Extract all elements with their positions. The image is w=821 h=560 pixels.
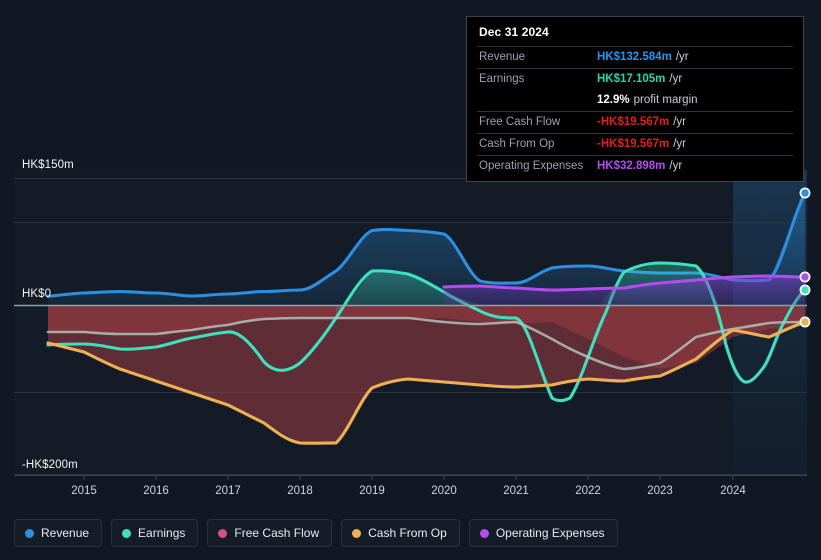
- opex-line: [442, 274, 807, 292]
- endpoint-earnings: [799, 284, 811, 296]
- legend-dot-operating-expenses-icon: [479, 528, 489, 538]
- legend-dot-revenue-icon: [25, 528, 34, 538]
- x-tick-2021: 2021: [503, 485, 529, 497]
- tooltip-label-free-cash-flow: Free Cash Flow: [479, 116, 561, 128]
- tooltip-unit-free-cash-flow: /yr: [673, 116, 687, 128]
- tooltip-value-earnings: HK$17.105m: [597, 73, 666, 85]
- tooltip-row-free-cash-flow: Free Cash Flow -HK$19.567m /yr: [477, 111, 793, 133]
- legend-label-operating-expenses: Operating Expenses: [495, 526, 605, 540]
- tooltip-label-earnings: Earnings: [479, 73, 525, 85]
- negative-area-fcf: [48, 305, 805, 369]
- revenue-area: [48, 193, 805, 305]
- x-tick-2022: 2022: [575, 485, 601, 497]
- endpoint-revenue: [799, 187, 811, 199]
- earnings-area: [336, 271, 480, 318]
- x-tick-2020: 2020: [431, 485, 457, 497]
- x-tick-2023: 2023: [647, 485, 673, 497]
- tooltip-label-cash-from-op: Cash From Op: [479, 138, 555, 150]
- x-tick-2024: 2024: [720, 485, 746, 497]
- tooltip-unit-profit-margin: profit margin: [633, 94, 698, 106]
- tooltip-row-revenue: Revenue HK$132.584m /yr: [477, 46, 793, 68]
- tooltip-row-cash-from-op: Cash From Op -HK$19.567m /yr: [477, 133, 793, 155]
- tooltip-label-revenue: Revenue: [479, 51, 526, 63]
- tooltip-value-free-cash-flow: -HK$19.567m: [597, 116, 670, 128]
- tooltip-value-profit-margin: 12.9%: [597, 94, 630, 106]
- endpoint-markers: [799, 187, 811, 328]
- x-tick-2017: 2017: [215, 485, 241, 497]
- endpoint-cash-from-op: [799, 316, 811, 328]
- tooltip-date: Dec 31 2024: [479, 25, 549, 39]
- tooltip-unit-revenue: /yr: [675, 51, 689, 63]
- free-cash-flow-line: [46, 316, 807, 371]
- opex-area: [444, 276, 805, 305]
- tooltip-row-profit-margin: 12.9% profit margin: [477, 90, 793, 111]
- legend-label-free-cash-flow: Free Cash Flow: [234, 526, 320, 540]
- tooltip-unit-cash-from-op: /yr: [673, 138, 687, 150]
- endpoint-operating-expenses: [799, 271, 811, 283]
- legend-dot-cash-from-op-icon: [352, 528, 362, 538]
- legend-item-operating-expenses[interactable]: Operating Expenses: [468, 519, 618, 547]
- legend-dot-earnings-icon: [122, 528, 132, 538]
- tooltip-label-operating-expenses: Operating Expenses: [479, 160, 584, 172]
- tooltip-value-operating-expenses: HK$32.898m: [597, 160, 666, 172]
- x-tick-2018: 2018: [287, 485, 313, 497]
- x-tick-2019: 2019: [359, 485, 385, 497]
- tooltip-value-cash-from-op: -HK$19.567m: [597, 138, 670, 150]
- legend-dot-free-cash-flow-icon: [218, 528, 228, 538]
- tooltip-row-operating-expenses: Operating Expenses HK$32.898m /yr: [477, 155, 793, 177]
- tooltip-unit-earnings: /yr: [669, 73, 683, 85]
- legend-item-cash-from-op[interactable]: Cash From Op: [341, 519, 460, 547]
- legend-label-cash-from-op: Cash From Op: [368, 526, 447, 540]
- tooltip-row-earnings: Earnings HK$17.105m /yr: [477, 68, 793, 90]
- legend-item-free-cash-flow[interactable]: Free Cash Flow: [207, 519, 333, 547]
- legend-label-earnings: Earnings: [138, 526, 186, 540]
- legend-label-revenue: Revenue: [41, 526, 90, 540]
- chart-legend: Revenue Earnings Free Cash Flow Cash Fro…: [0, 506, 821, 560]
- earnings-line: [46, 261, 807, 403]
- x-tick-2016: 2016: [143, 485, 169, 497]
- x-tick-marks: [83, 475, 734, 480]
- tooltip-value-revenue: HK$132.584m: [597, 51, 672, 63]
- data-tooltip: Dec 31 2024 Revenue HK$132.584m /yr Earn…: [466, 16, 804, 182]
- cash-from-op-line: [46, 320, 807, 445]
- legend-item-earnings[interactable]: Earnings: [111, 519, 199, 547]
- tooltip-unit-operating-expenses: /yr: [669, 160, 683, 172]
- legend-item-revenue[interactable]: Revenue: [14, 519, 103, 547]
- x-tick-2015: 2015: [71, 485, 97, 497]
